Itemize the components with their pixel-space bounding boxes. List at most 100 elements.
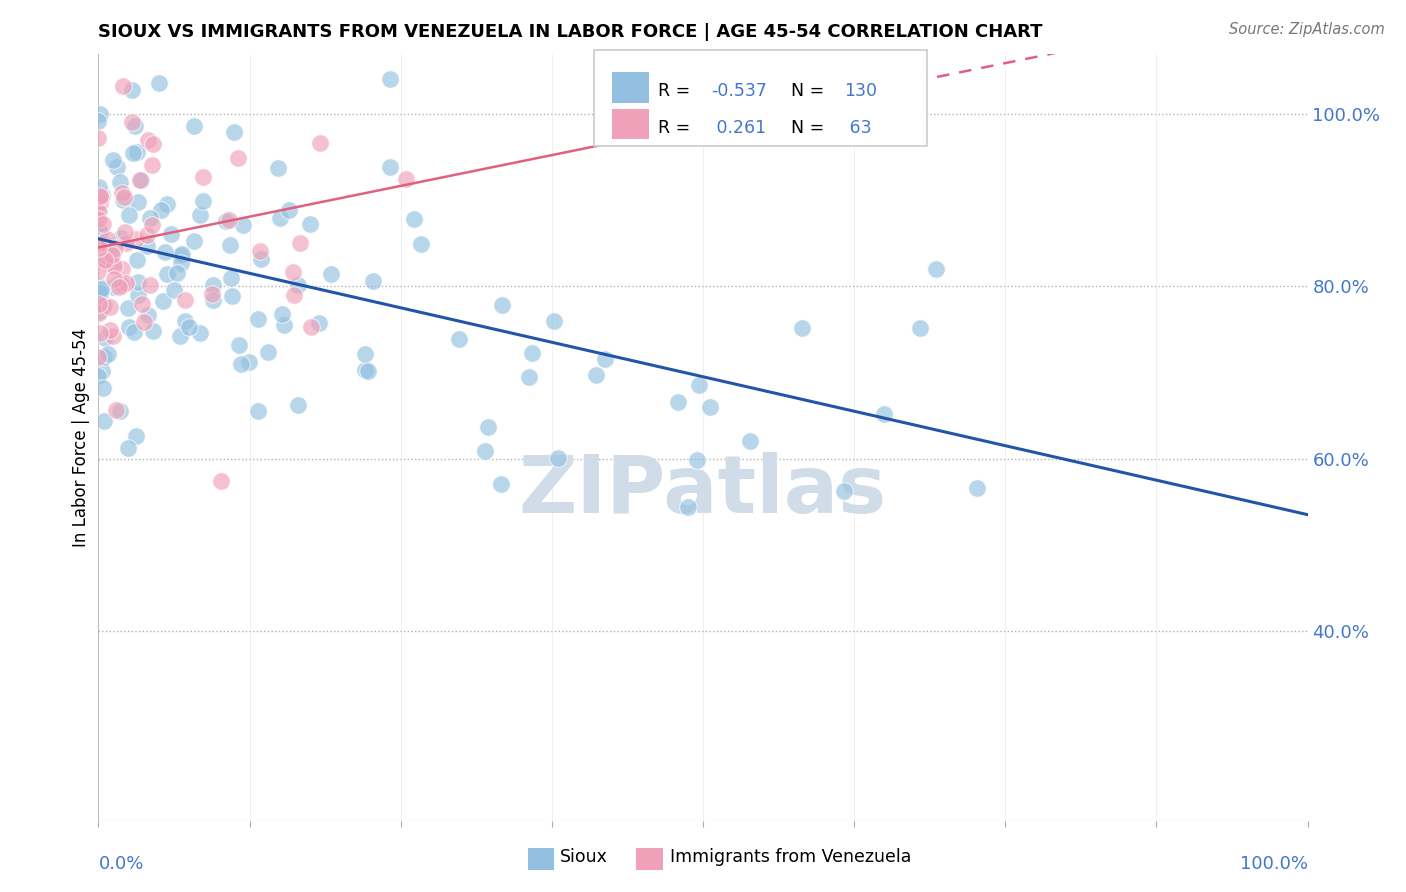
Point bbox=[111, 278, 134, 293]
Point bbox=[174, 293, 197, 307]
Point bbox=[308, 316, 330, 330]
Point bbox=[87, 279, 110, 293]
Point bbox=[98, 300, 121, 314]
Text: R =: R = bbox=[658, 82, 696, 100]
Point bbox=[89, 196, 111, 211]
Point bbox=[298, 217, 321, 231]
Point bbox=[87, 297, 110, 311]
Point bbox=[107, 280, 129, 294]
Point bbox=[238, 355, 260, 369]
Point bbox=[218, 238, 240, 252]
Point bbox=[678, 500, 700, 514]
Point bbox=[141, 218, 163, 232]
Point bbox=[277, 203, 299, 218]
Point bbox=[89, 189, 111, 203]
Point bbox=[91, 381, 114, 395]
Point bbox=[474, 444, 496, 458]
Point bbox=[156, 267, 179, 281]
Point bbox=[149, 202, 172, 217]
Point bbox=[90, 190, 112, 204]
Text: 0.261: 0.261 bbox=[711, 119, 766, 137]
Y-axis label: In Labor Force | Age 45-54: In Labor Force | Age 45-54 bbox=[72, 327, 90, 547]
Point bbox=[111, 186, 134, 201]
Point bbox=[666, 395, 689, 409]
Point bbox=[127, 253, 149, 268]
Point bbox=[111, 261, 134, 276]
Point bbox=[101, 328, 124, 343]
Point bbox=[170, 247, 193, 261]
Point bbox=[153, 245, 176, 260]
Bar bbox=[527, 848, 554, 870]
Point bbox=[105, 160, 128, 174]
Text: Sioux: Sioux bbox=[561, 848, 609, 866]
Point bbox=[111, 193, 134, 207]
Text: 0.0%: 0.0% bbox=[98, 855, 143, 873]
Point bbox=[142, 136, 165, 151]
Point bbox=[93, 298, 115, 312]
Point bbox=[127, 276, 149, 290]
Point bbox=[87, 237, 110, 252]
Point bbox=[287, 278, 309, 293]
Bar bbox=[637, 848, 664, 870]
Point bbox=[89, 285, 111, 300]
Point bbox=[136, 228, 159, 243]
Point bbox=[183, 235, 205, 249]
Point bbox=[221, 289, 243, 303]
Point bbox=[87, 306, 110, 320]
Point bbox=[108, 277, 131, 291]
Point bbox=[131, 297, 153, 311]
Point bbox=[232, 218, 254, 232]
Point bbox=[87, 204, 110, 219]
Point bbox=[201, 293, 224, 308]
Bar bbox=[613, 72, 648, 103]
Text: N =: N = bbox=[792, 82, 824, 100]
Point bbox=[90, 364, 112, 378]
Point bbox=[270, 307, 292, 321]
Point bbox=[142, 324, 165, 338]
Point bbox=[87, 368, 110, 383]
Point bbox=[127, 288, 149, 302]
Point bbox=[152, 293, 174, 308]
Point bbox=[124, 119, 146, 133]
Point bbox=[87, 211, 110, 226]
Point bbox=[257, 345, 280, 359]
Point bbox=[191, 194, 214, 208]
Point bbox=[139, 278, 162, 293]
Point bbox=[491, 476, 513, 491]
Point bbox=[108, 403, 131, 417]
Point bbox=[177, 320, 200, 334]
Point bbox=[319, 267, 342, 281]
Point bbox=[363, 274, 385, 288]
Point bbox=[100, 257, 122, 271]
Point bbox=[115, 276, 138, 290]
Point bbox=[202, 278, 225, 293]
Point bbox=[250, 252, 273, 267]
Point bbox=[477, 420, 499, 434]
Point bbox=[491, 298, 513, 312]
Point bbox=[90, 282, 112, 296]
Point bbox=[87, 131, 110, 145]
Point bbox=[166, 266, 188, 280]
Text: -0.537: -0.537 bbox=[711, 82, 768, 100]
Point bbox=[281, 265, 304, 279]
Point bbox=[519, 370, 541, 384]
Point bbox=[169, 248, 191, 262]
Point bbox=[357, 364, 380, 378]
Point bbox=[117, 301, 139, 315]
Point bbox=[89, 107, 111, 121]
Text: R =: R = bbox=[658, 119, 702, 137]
Point bbox=[101, 280, 124, 294]
Point bbox=[309, 136, 332, 151]
Point bbox=[218, 213, 240, 227]
Text: 100.0%: 100.0% bbox=[1240, 855, 1308, 873]
Point bbox=[93, 414, 115, 428]
Point bbox=[543, 313, 565, 327]
Point bbox=[449, 332, 471, 346]
Point bbox=[129, 173, 152, 187]
Point bbox=[87, 303, 110, 318]
Point bbox=[97, 347, 120, 361]
Point bbox=[522, 346, 544, 360]
Point bbox=[89, 205, 111, 219]
Point bbox=[132, 315, 155, 329]
Point bbox=[122, 325, 145, 339]
